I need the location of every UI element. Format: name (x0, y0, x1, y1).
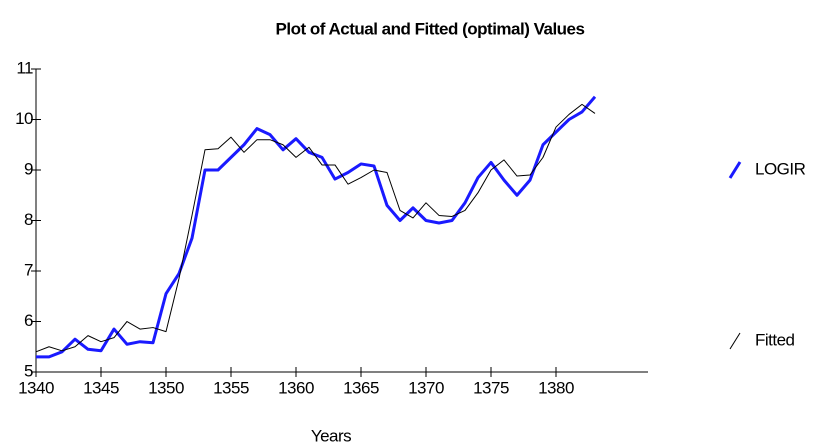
y-tick-label: 7 (24, 260, 33, 279)
x-tick-label: 1350 (148, 378, 184, 397)
legend-label: Fitted (755, 330, 795, 349)
x-tick-label: 1360 (278, 378, 314, 397)
x-tick-label: 1370 (408, 378, 444, 397)
x-axis-label: Years (311, 426, 351, 445)
legend-swatch (728, 161, 742, 179)
x-tick-label: 1355 (213, 378, 249, 397)
legend-label: LOGIR (755, 159, 806, 178)
legend-swatch (729, 332, 741, 350)
line-series (35, 103, 596, 353)
x-tick-label: 1375 (473, 378, 509, 397)
x-tick-label: 1340 (18, 378, 54, 397)
line-series (36, 95, 597, 359)
y-tick-label: 6 (24, 311, 33, 330)
x-tick-label: 1380 (538, 378, 574, 397)
x-tick-label: 1365 (343, 378, 379, 397)
y-tick-label: 5 (24, 361, 33, 380)
y-tick-label: 10 (15, 109, 33, 128)
chart-title: Plot of Actual and Fitted (optimal) Valu… (276, 19, 585, 38)
y-tick-label: 8 (24, 210, 33, 229)
y-tick-label: 11 (16, 58, 33, 77)
y-tick-label: 9 (24, 159, 33, 178)
x-tick-label: 1345 (83, 378, 119, 397)
